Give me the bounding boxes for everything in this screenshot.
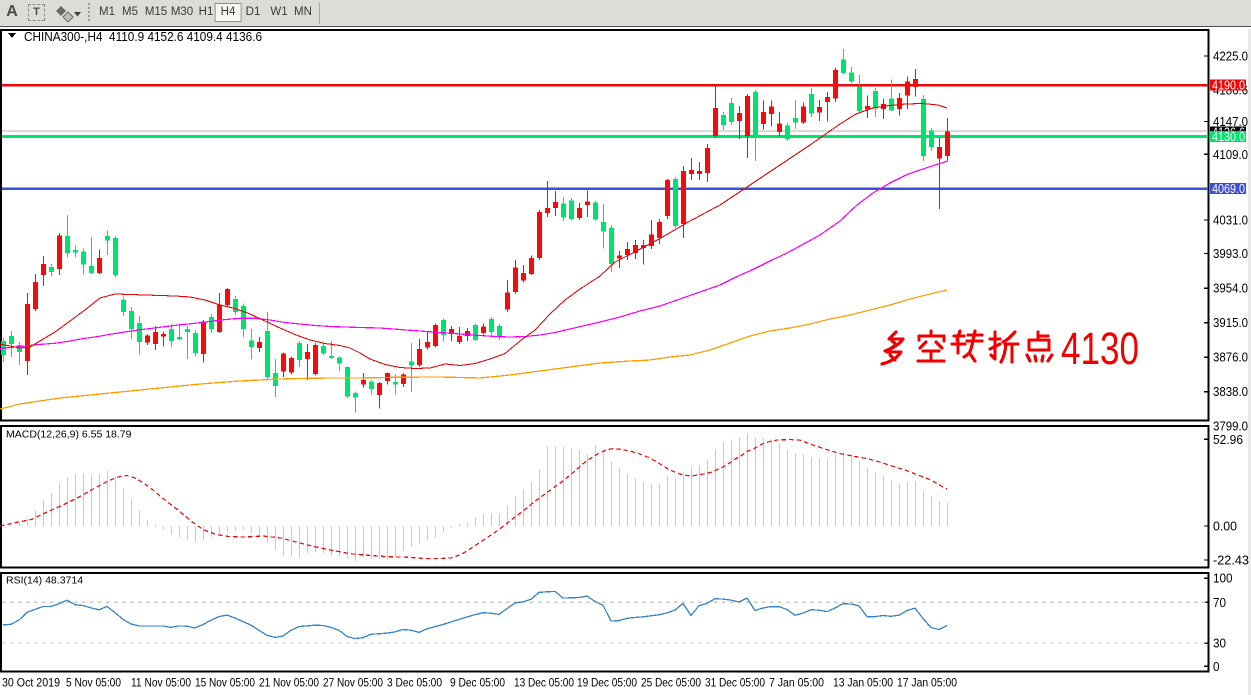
svg-text:3993.0: 3993.0 [1213, 247, 1248, 261]
svg-text:13 Jan 05:00: 13 Jan 05:00 [833, 676, 893, 690]
svg-text:3799.0: 3799.0 [1213, 420, 1248, 434]
svg-text:RSI(14) 48.3714: RSI(14) 48.3714 [6, 575, 83, 587]
svg-text:30: 30 [1213, 637, 1226, 651]
svg-text:100: 100 [1213, 572, 1233, 586]
svg-text:11 Nov 05:00: 11 Nov 05:00 [131, 676, 191, 690]
svg-text:19 Dec 05:00: 19 Dec 05:00 [577, 676, 637, 690]
svg-text:25 Dec 05:00: 25 Dec 05:00 [641, 676, 701, 690]
svg-text:-22.43: -22.43 [1213, 554, 1249, 568]
svg-text:9 Dec 05:00: 9 Dec 05:00 [450, 676, 505, 690]
svg-text:17 Jan 05:00: 17 Jan 05:00 [897, 676, 957, 690]
svg-text:27 Nov 05:00: 27 Nov 05:00 [323, 676, 383, 690]
svg-text:21 Nov 05:00: 21 Nov 05:00 [259, 676, 319, 690]
svg-text:15 Nov 05:00: 15 Nov 05:00 [195, 676, 255, 690]
svg-text:70: 70 [1213, 596, 1226, 610]
svg-text:7 Jan 05:00: 7 Jan 05:00 [769, 676, 824, 690]
svg-text:MACD(12,26,9) 6.55 18.79: MACD(12,26,9) 6.55 18.79 [6, 429, 132, 441]
svg-text:3954.0: 3954.0 [1213, 282, 1248, 296]
svg-text:3838.0: 3838.0 [1213, 385, 1248, 399]
svg-text:31 Dec 05:00: 31 Dec 05:00 [705, 676, 765, 690]
svg-text:4190.0: 4190.0 [1212, 79, 1245, 93]
svg-text:4147.0: 4147.0 [1213, 115, 1248, 129]
svg-text:4225.0: 4225.0 [1213, 50, 1248, 64]
svg-text:4069.0: 4069.0 [1212, 182, 1245, 196]
svg-text:4130.0: 4130.0 [1212, 130, 1245, 144]
svg-text:3915.0: 3915.0 [1213, 316, 1248, 330]
svg-text:3876.0: 3876.0 [1213, 351, 1248, 365]
svg-text:4109.0: 4109.0 [1213, 148, 1248, 162]
svg-text:0.00: 0.00 [1213, 520, 1237, 534]
svg-text:CHINA300-,H4 4110.9 4152.6 41: CHINA300-,H4 4110.9 4152.6 4109.4 4136.6 [24, 29, 262, 44]
svg-text:30 Oct 2019: 30 Oct 2019 [2, 676, 60, 690]
svg-text:13 Dec 05:00: 13 Dec 05:00 [514, 676, 574, 690]
svg-text:3 Dec 05:00: 3 Dec 05:00 [387, 676, 442, 690]
svg-text:0: 0 [1213, 660, 1220, 674]
svg-text:5 Nov 05:00: 5 Nov 05:00 [66, 676, 121, 690]
svg-text:52.96: 52.96 [1213, 433, 1243, 447]
svg-text:4130: 4130 [1061, 323, 1139, 374]
svg-text:4031.0: 4031.0 [1213, 214, 1248, 228]
